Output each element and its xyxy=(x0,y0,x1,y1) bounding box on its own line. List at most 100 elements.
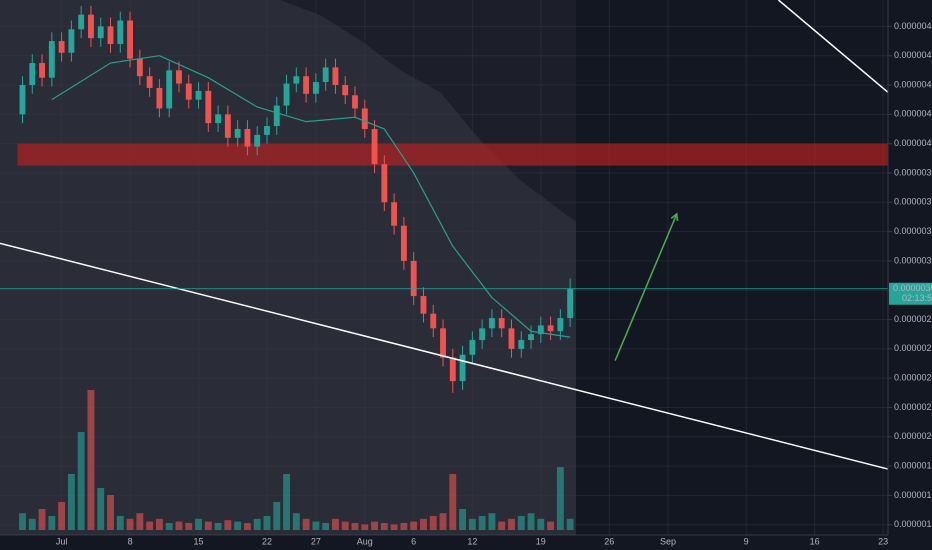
volume-bar xyxy=(371,521,378,530)
volume-bar xyxy=(488,513,496,530)
candle-body xyxy=(166,70,173,109)
y-tick-label: 0.00000240 xyxy=(894,373,932,383)
volume-bar xyxy=(87,390,95,530)
x-tick-label: 19 xyxy=(536,536,546,546)
y-tick-label: 0.00000480 xyxy=(894,21,932,31)
volume-bar xyxy=(126,518,134,530)
candle-body xyxy=(254,134,261,147)
candle-body xyxy=(381,164,388,203)
candle-body xyxy=(518,340,525,349)
x-tick-label: Sep xyxy=(660,536,676,546)
candle-body xyxy=(459,354,466,382)
last-price-label: 0.00000301 xyxy=(893,283,932,293)
candle-body xyxy=(528,334,534,341)
volume-bar xyxy=(28,518,36,530)
x-tick-label: 23 xyxy=(878,536,888,546)
volume-bar xyxy=(332,518,339,530)
candle-body xyxy=(391,202,398,226)
volume-bar xyxy=(498,521,506,530)
trendline xyxy=(777,0,889,93)
volume-bar xyxy=(155,518,163,530)
volume-bar xyxy=(292,513,300,530)
volume-bar xyxy=(224,520,232,530)
volume-bar xyxy=(478,516,486,530)
candle-body xyxy=(88,14,94,39)
x-tick-label: 26 xyxy=(604,536,614,546)
volume-bar xyxy=(390,524,398,530)
candle-body xyxy=(127,20,134,59)
candle-body xyxy=(48,41,55,78)
volume-bar xyxy=(195,518,202,530)
volume-bar xyxy=(214,523,222,530)
volume-bar xyxy=(547,521,555,530)
y-tick-label: 0.00000420 xyxy=(894,109,932,119)
volume-bar xyxy=(263,516,271,530)
candle-body xyxy=(146,76,153,88)
y-tick-label: 0.00000260 xyxy=(894,343,932,353)
candle-body xyxy=(508,328,515,349)
x-tick-label: 27 xyxy=(311,536,321,546)
volume-bar xyxy=(38,509,46,530)
volume-bar xyxy=(322,523,330,530)
candle-body xyxy=(342,85,349,96)
candle-body xyxy=(303,76,310,94)
candle-body xyxy=(283,83,290,106)
volume-bar xyxy=(508,518,515,530)
y-tick-label: 0.00000380 xyxy=(894,167,932,177)
trendline xyxy=(0,242,889,470)
volume-bar xyxy=(420,518,427,530)
volume-bar xyxy=(204,521,212,530)
candle-body xyxy=(332,67,339,86)
candle-body xyxy=(19,85,26,115)
y-tick-label: 0.00000340 xyxy=(894,226,932,236)
candle-body xyxy=(185,83,192,100)
volume-bar xyxy=(58,502,66,530)
y-tick-label: 0.00000180 xyxy=(894,460,932,470)
candle-body xyxy=(156,87,163,109)
volume-bar xyxy=(556,467,564,530)
candle-body xyxy=(215,114,222,124)
volume-bar xyxy=(253,518,261,530)
volume-bar xyxy=(566,518,574,530)
y-tick-label: 0.00000220 xyxy=(894,402,932,412)
volume-bar xyxy=(351,523,359,530)
candle-body xyxy=(352,95,358,109)
grid xyxy=(0,0,888,535)
y-tick-label: 0.00000460 xyxy=(894,50,932,60)
candle-body xyxy=(107,26,114,44)
x-tick-label: 9 xyxy=(744,536,749,546)
volume-bar xyxy=(136,513,144,530)
volume-bar xyxy=(429,516,437,530)
candle-body xyxy=(97,26,104,39)
volume-bar xyxy=(459,509,467,530)
candle-body xyxy=(469,340,476,355)
candle-body xyxy=(420,296,427,314)
volume-bar xyxy=(439,513,447,530)
candle-body xyxy=(322,67,329,83)
y-tick-label: 0.00000280 xyxy=(894,314,932,324)
volume-bar xyxy=(468,518,476,530)
volume-bar xyxy=(146,521,154,530)
shade-band xyxy=(280,0,576,222)
candle-body xyxy=(273,105,280,127)
candle-body xyxy=(410,260,417,297)
y-tick-label: 0.00000160 xyxy=(894,490,932,500)
y-tick-label: 0.00000200 xyxy=(894,431,932,441)
volume-bar xyxy=(175,521,183,530)
candle-body xyxy=(557,318,564,332)
volume-bar xyxy=(361,524,369,530)
candle-body xyxy=(567,288,574,319)
candle-body xyxy=(361,108,368,129)
x-tick-label: 22 xyxy=(262,536,272,546)
volume-bar xyxy=(116,516,124,530)
volume-bar xyxy=(234,521,242,530)
candle-body xyxy=(400,225,407,261)
volume-bar xyxy=(97,488,105,530)
x-tick-label: 16 xyxy=(810,536,820,546)
y-tick-label: 0.00000440 xyxy=(894,79,932,89)
candle-body xyxy=(244,128,251,147)
x-tick-label: Aug xyxy=(357,536,373,546)
arrow-head xyxy=(670,212,679,222)
last-price-tag xyxy=(889,282,932,305)
candle-body xyxy=(264,126,270,135)
